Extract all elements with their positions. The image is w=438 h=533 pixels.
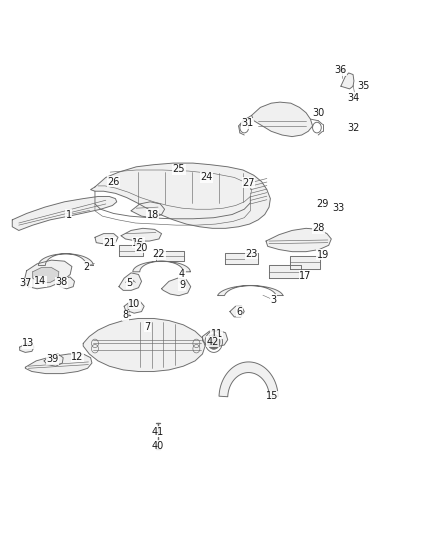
Text: 8: 8 xyxy=(122,310,128,320)
Text: 31: 31 xyxy=(241,118,254,128)
Text: 17: 17 xyxy=(299,271,311,280)
Text: 23: 23 xyxy=(245,249,258,260)
Text: 33: 33 xyxy=(332,203,345,213)
Polygon shape xyxy=(156,251,184,261)
Polygon shape xyxy=(131,202,165,217)
Text: 1: 1 xyxy=(66,209,72,220)
Polygon shape xyxy=(12,197,117,230)
Polygon shape xyxy=(25,354,92,374)
Text: 41: 41 xyxy=(151,427,163,437)
Text: 10: 10 xyxy=(128,298,140,309)
Text: 18: 18 xyxy=(147,209,159,220)
Polygon shape xyxy=(83,318,205,372)
Polygon shape xyxy=(39,254,93,265)
Text: 38: 38 xyxy=(55,277,67,287)
Polygon shape xyxy=(44,354,63,366)
Polygon shape xyxy=(119,273,141,290)
Text: 20: 20 xyxy=(135,243,148,253)
Polygon shape xyxy=(202,330,228,347)
Polygon shape xyxy=(124,301,144,313)
Text: 12: 12 xyxy=(71,352,84,361)
Polygon shape xyxy=(162,278,191,296)
Text: 14: 14 xyxy=(35,276,47,286)
Text: 19: 19 xyxy=(317,250,328,260)
Text: 11: 11 xyxy=(211,329,223,339)
Polygon shape xyxy=(133,261,190,272)
Text: 25: 25 xyxy=(173,165,185,174)
Text: 7: 7 xyxy=(144,322,150,332)
Polygon shape xyxy=(225,253,258,264)
Polygon shape xyxy=(341,73,354,89)
Text: 22: 22 xyxy=(153,249,165,260)
Text: 2: 2 xyxy=(83,262,89,271)
Polygon shape xyxy=(24,260,72,289)
Polygon shape xyxy=(219,362,278,397)
Text: 37: 37 xyxy=(19,278,32,288)
Text: 16: 16 xyxy=(132,238,145,248)
Text: 21: 21 xyxy=(103,238,116,248)
Circle shape xyxy=(208,334,220,349)
Polygon shape xyxy=(58,277,74,289)
Text: 15: 15 xyxy=(266,391,278,401)
Polygon shape xyxy=(218,286,283,295)
Polygon shape xyxy=(252,102,313,136)
Polygon shape xyxy=(266,228,331,252)
Polygon shape xyxy=(33,268,59,282)
Text: 24: 24 xyxy=(201,172,213,182)
Polygon shape xyxy=(91,163,270,228)
Polygon shape xyxy=(269,265,301,278)
Text: 36: 36 xyxy=(334,66,346,75)
Polygon shape xyxy=(121,228,162,241)
Text: 26: 26 xyxy=(107,176,120,187)
Text: 27: 27 xyxy=(242,177,255,188)
Text: 3: 3 xyxy=(270,295,276,305)
Text: 5: 5 xyxy=(127,278,133,288)
Text: 6: 6 xyxy=(237,306,243,317)
Text: 28: 28 xyxy=(312,223,325,233)
Text: 39: 39 xyxy=(46,354,59,364)
Text: 34: 34 xyxy=(347,93,359,103)
Text: 40: 40 xyxy=(151,441,163,451)
Text: 42: 42 xyxy=(206,337,219,347)
Text: 29: 29 xyxy=(316,199,329,209)
Text: 4: 4 xyxy=(179,270,185,279)
Text: 9: 9 xyxy=(179,280,185,290)
Text: 35: 35 xyxy=(357,81,370,91)
Text: 13: 13 xyxy=(22,338,35,349)
Polygon shape xyxy=(20,343,34,352)
Polygon shape xyxy=(290,256,321,269)
Text: 32: 32 xyxy=(347,123,359,133)
Polygon shape xyxy=(230,306,244,317)
Polygon shape xyxy=(119,245,143,256)
Polygon shape xyxy=(95,233,118,244)
Text: 30: 30 xyxy=(312,108,325,118)
